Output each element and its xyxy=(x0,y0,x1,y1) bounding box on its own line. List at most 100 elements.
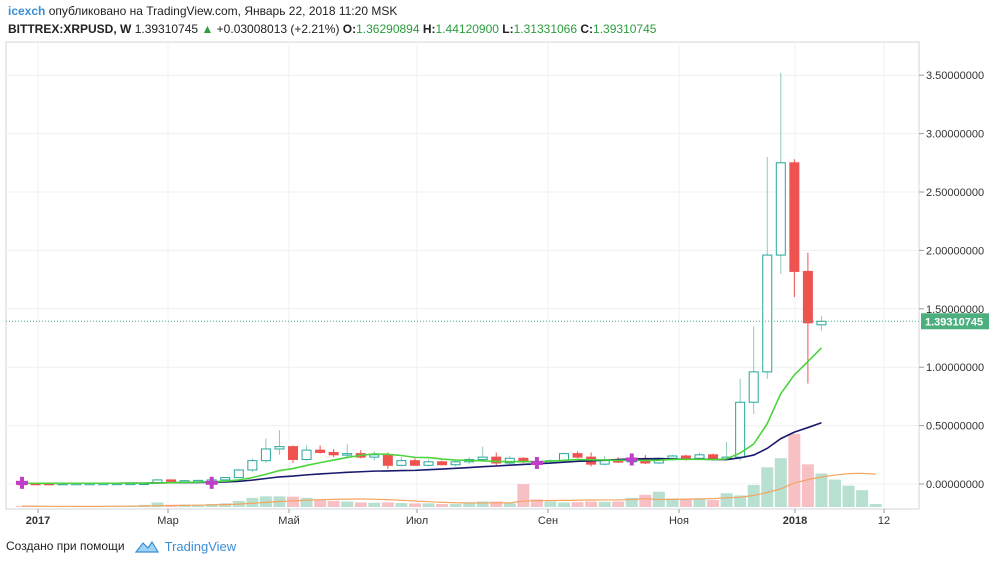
low-label: L: xyxy=(502,22,514,36)
y-axis: 3.50000000 3.00000000 2.50000000 2.00000000… xyxy=(919,70,984,491)
y-tick-label: 1.50000000 xyxy=(926,304,984,316)
volume-bar xyxy=(788,433,801,507)
candle-up xyxy=(504,457,515,464)
volume-bar xyxy=(368,502,381,507)
volume-bar xyxy=(856,490,869,507)
volume-bar xyxy=(612,501,625,507)
volume-bar xyxy=(381,502,394,507)
candle-up xyxy=(477,456,488,460)
volume-bar xyxy=(734,495,747,507)
volume-bar xyxy=(287,496,299,507)
x-tick-label: 12 xyxy=(878,515,890,527)
candle-down xyxy=(491,456,502,464)
chart-publish-info: icexch опубликовано на TradingView.com, … xyxy=(8,4,397,18)
high-value: 1.44120900 xyxy=(435,22,499,36)
x-tick-label: 2018 xyxy=(783,515,807,527)
event-marker-v xyxy=(534,456,539,469)
x-tick-label: Ноя xyxy=(669,515,689,527)
volume-bar xyxy=(761,467,774,507)
candle-down xyxy=(166,479,177,482)
volume-bar xyxy=(476,501,489,507)
candle-up xyxy=(342,453,353,456)
candle-up xyxy=(748,371,759,403)
x-tick-label: Май xyxy=(278,515,300,527)
volume-bar xyxy=(530,499,543,507)
symbol-label: BITTREX:XRPUSD, W xyxy=(8,22,132,36)
y-tick-label: 3.00000000 xyxy=(926,129,984,141)
candle-up xyxy=(233,469,244,479)
x-tick-label: Июл xyxy=(406,515,428,527)
candle-down xyxy=(409,460,420,466)
candle-up xyxy=(220,477,231,481)
volume-bar xyxy=(246,497,259,507)
volume-ma xyxy=(21,472,876,507)
volume-bar xyxy=(585,501,598,507)
volume-bar xyxy=(341,501,354,507)
up-arrow-icon: ▲ xyxy=(201,22,214,36)
y-tick-label: 0.50000000 xyxy=(926,421,984,433)
candle-up xyxy=(396,460,407,466)
candle-down xyxy=(328,451,339,456)
volume-bar xyxy=(544,501,557,507)
volume-bar xyxy=(666,498,679,507)
last-price-tag-label: 1.39310745 xyxy=(925,316,983,328)
volume-bar xyxy=(463,502,476,507)
x-tick-label: Сен xyxy=(538,515,558,527)
candle-up xyxy=(775,162,786,256)
volume-bar xyxy=(408,503,421,507)
volume-bar xyxy=(327,500,340,507)
candle-down xyxy=(680,455,691,459)
event-marker-v xyxy=(209,476,214,489)
volume-bar xyxy=(625,497,638,507)
candle-down xyxy=(382,454,393,466)
y-tick-label: 2.50000000 xyxy=(926,187,984,199)
moving-averages xyxy=(21,347,823,485)
y-tick-label: 1.00000000 xyxy=(926,362,984,374)
ohlc-legend: BITTREX:XRPUSD, W 1.39310745 ▲ +0.030080… xyxy=(8,22,656,36)
price-chart[interactable]: 1.39310745 3.50000000 3.00000000 2.5000000… xyxy=(0,0,996,530)
volume-bar xyxy=(449,503,462,507)
candle-up xyxy=(247,460,258,471)
last-price-line: 1.39310745 xyxy=(6,313,989,330)
tradingview-brand-link[interactable]: TradingView xyxy=(164,538,237,554)
open-value: 1.36290894 xyxy=(356,22,420,36)
open-label: O: xyxy=(342,22,357,36)
volume-bar xyxy=(774,458,787,507)
y-tick-label: 2.00000000 xyxy=(926,245,984,257)
footer: Создано при помощи TradingView xyxy=(6,538,236,554)
candle-up xyxy=(599,460,610,465)
volume-bar xyxy=(571,502,584,507)
volume-bar xyxy=(558,502,570,507)
candle-up xyxy=(423,461,434,466)
candle-down xyxy=(288,446,298,460)
volume-bar xyxy=(829,479,841,507)
candle-up xyxy=(274,446,285,450)
volume-bar xyxy=(192,504,205,507)
volume-bar xyxy=(395,503,408,507)
candle-up xyxy=(301,449,312,460)
candle-down xyxy=(572,453,583,458)
candle-up xyxy=(762,254,773,373)
volume-bar xyxy=(869,503,882,507)
candle-down xyxy=(437,461,448,466)
candle-down xyxy=(789,162,800,272)
plot-frame xyxy=(5,41,920,510)
volume-ma-line xyxy=(21,472,876,507)
volume-bar xyxy=(815,473,828,507)
candle-up xyxy=(694,454,705,459)
candle-down xyxy=(802,270,813,324)
volume-bar xyxy=(801,464,814,507)
author-name[interactable]: icexch xyxy=(8,4,46,18)
y-tick-label: 3.50000000 xyxy=(926,70,984,82)
last-price: 1.39310745 xyxy=(134,22,199,36)
volume-bar xyxy=(422,503,435,507)
volume-bar xyxy=(300,497,313,507)
candle-up xyxy=(450,461,461,466)
candle-up xyxy=(260,448,271,462)
volume-bar xyxy=(314,499,327,507)
volume-bar xyxy=(151,502,164,507)
x-axis: 2017 Мар Май Июл Сен Ноя 2018 12 xyxy=(26,509,890,527)
volume-bar xyxy=(693,499,706,507)
volume-bar xyxy=(436,503,449,507)
volume-bar xyxy=(354,502,367,507)
